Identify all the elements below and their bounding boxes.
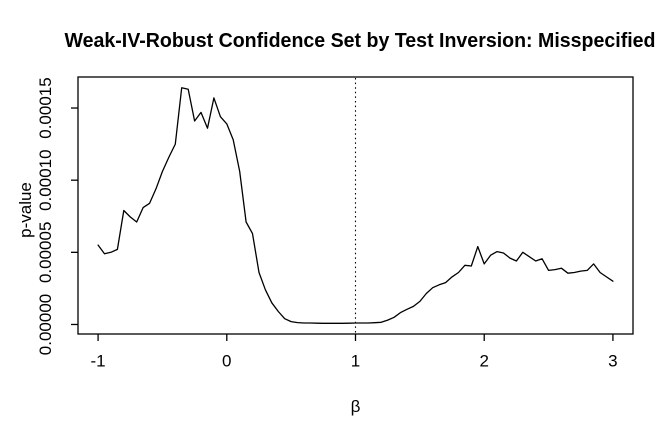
y-axis-label: p-value	[16, 182, 35, 238]
x-axis-ticks: -1 0 1 2 3	[91, 334, 618, 371]
p-value-curve	[97, 87, 614, 324]
x-tick-label: 3	[608, 352, 617, 371]
x-tick-label: 1	[351, 352, 360, 371]
x-tick-label: 2	[479, 352, 488, 371]
plot-title: Weak-IV-Robust Confidence Set by Test In…	[65, 30, 656, 52]
x-axis-label: β	[351, 397, 361, 416]
x-tick-label: -1	[91, 352, 106, 371]
y-axis-ticks: 0.00000 0.00005 0.00010 0.00015	[36, 77, 78, 355]
y-tick-label: 0.00010	[36, 149, 55, 210]
y-tick-label: 0.00005	[36, 222, 55, 283]
y-tick-label: 0.00000	[36, 294, 55, 355]
y-tick-label: 0.00015	[36, 77, 55, 138]
x-tick-label: 0	[222, 352, 231, 371]
